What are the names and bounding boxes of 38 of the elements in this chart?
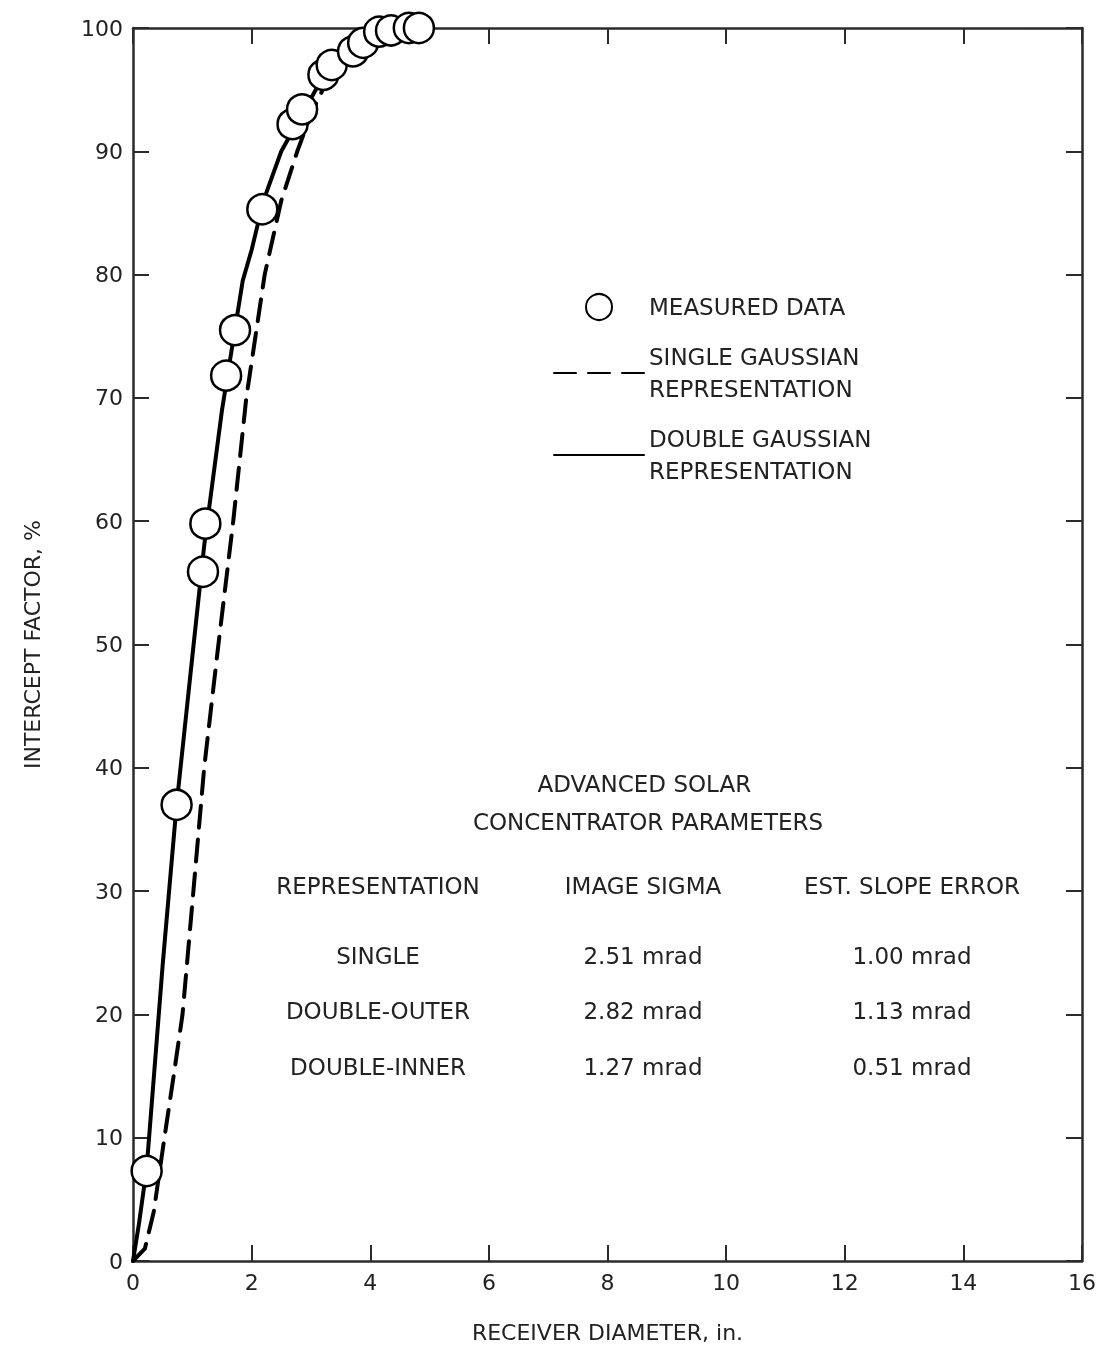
y-tick-label: 60	[95, 508, 123, 534]
annotation: DOUBLE-INNER	[290, 1053, 466, 1080]
legend-label: DOUBLE GAUSSIAN REPRESENTATION	[649, 426, 879, 484]
y-tick-label: 30	[95, 878, 123, 904]
annotation: IMAGE SIGMA	[564, 872, 722, 899]
y-tick-label: 40	[95, 755, 123, 781]
legend-label: SINGLE GAUSSIAN REPRESENTATION	[649, 344, 867, 402]
annotation: 1.00 mrad	[852, 942, 972, 969]
annotation: 1.13 mrad	[852, 997, 972, 1024]
annotation: REPRESENTATION	[276, 872, 480, 899]
y-tick-label: 50	[95, 632, 123, 657]
y-tick-label: 80	[95, 262, 123, 288]
y-tick-label: 100	[81, 15, 123, 41]
y-tick-label: 90	[95, 138, 123, 164]
annotation: ADVANCED SOLAR CONCENTRATOR PARAMETERS	[472, 771, 824, 835]
annotation: DOUBLE-OUTER	[285, 997, 471, 1024]
x-tick-label: 12	[830, 1269, 859, 1295]
y-tick-label: 10	[95, 1125, 123, 1151]
y-tick-label: 70	[95, 385, 123, 411]
x-tick-label: 14	[949, 1269, 978, 1295]
annotation: 2.51 mrad	[583, 942, 703, 969]
annotation: 2.82 mrad	[583, 997, 703, 1024]
x-tick-label: 16	[1068, 1269, 1096, 1295]
y-tick-label: 0	[109, 1248, 123, 1274]
legend-label: MEASURED DATA	[649, 294, 846, 320]
x-axis-title: RECEIVER DIAMETER, in.	[471, 1319, 744, 1345]
x-tick-label: 2	[244, 1269, 259, 1295]
x-tick-label: 6	[481, 1269, 496, 1295]
y-tick-label: 20	[95, 1001, 123, 1027]
x-tick-label: 0	[126, 1269, 140, 1295]
annotation: SINGLE	[336, 942, 420, 969]
annotation: EST. SLOPE ERROR	[803, 872, 1021, 899]
annotation: 0.51 mrad	[852, 1053, 972, 1080]
x-tick-label: 4	[363, 1269, 378, 1295]
annotation: 1.27 mrad	[583, 1053, 703, 1080]
x-tick-label: 8	[600, 1269, 615, 1295]
y-axis-title: INTERCEPT FACTOR, %	[19, 519, 45, 770]
x-tick-label: 10	[712, 1269, 741, 1295]
